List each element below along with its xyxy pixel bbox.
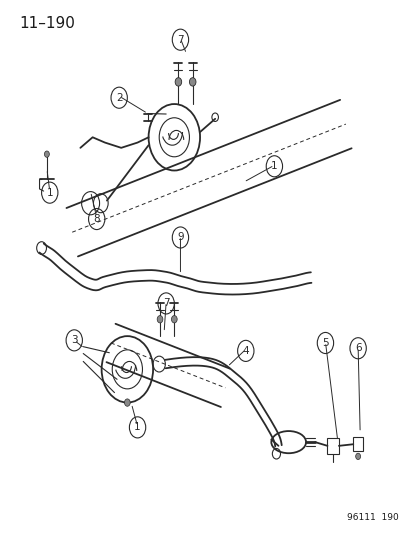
Text: 11–190: 11–190	[19, 16, 75, 31]
Circle shape	[175, 78, 181, 86]
Circle shape	[189, 78, 195, 86]
Text: 1: 1	[271, 161, 277, 171]
Text: 8: 8	[93, 214, 100, 224]
Text: 6: 6	[354, 343, 361, 353]
Text: 1: 1	[134, 422, 140, 432]
Circle shape	[171, 316, 177, 323]
Text: 1: 1	[46, 188, 53, 198]
Text: 2: 2	[116, 93, 122, 103]
Text: 5: 5	[321, 338, 328, 348]
Circle shape	[124, 399, 130, 406]
Text: 9: 9	[177, 232, 183, 243]
Text: 4: 4	[242, 346, 249, 356]
Circle shape	[355, 453, 360, 459]
Circle shape	[44, 151, 49, 157]
Text: 96111  190: 96111 190	[347, 513, 398, 522]
Bar	[352, 438, 362, 451]
Text: 3: 3	[71, 335, 77, 345]
Bar	[327, 438, 338, 454]
Text: 7: 7	[177, 35, 183, 45]
Circle shape	[157, 316, 162, 323]
Text: 7: 7	[162, 298, 169, 309]
